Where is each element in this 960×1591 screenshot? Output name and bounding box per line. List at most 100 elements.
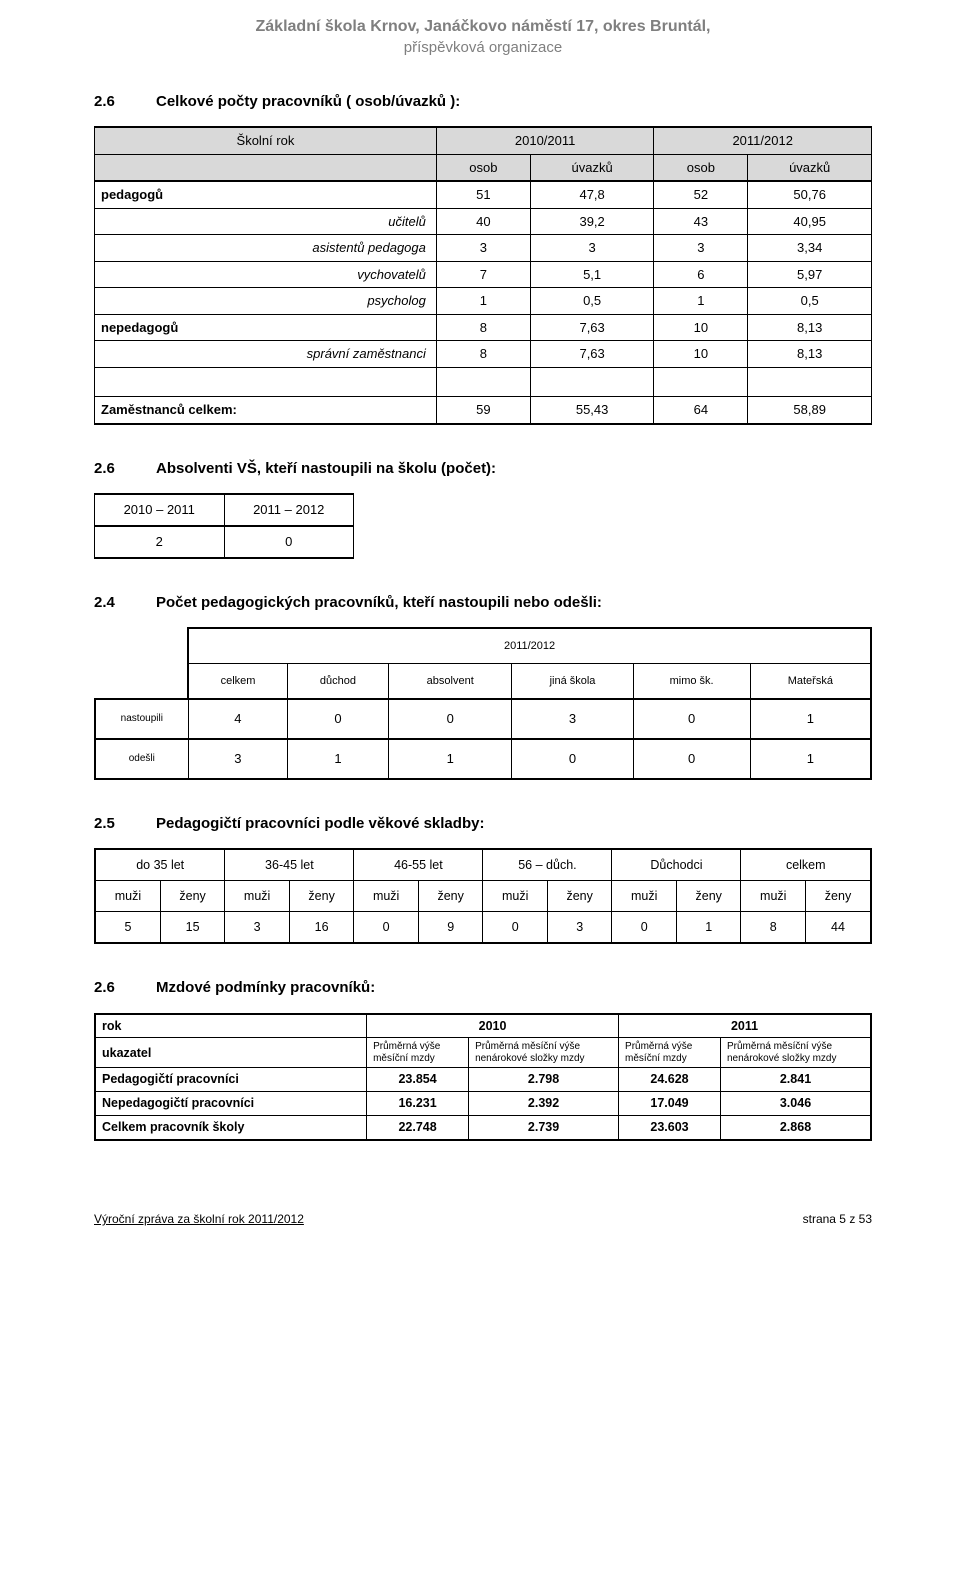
t3-col: jiná škola bbox=[512, 664, 633, 700]
t1-cell: 7,63 bbox=[530, 341, 654, 368]
t5-cell: 2.739 bbox=[469, 1116, 619, 1140]
t1-cell bbox=[654, 368, 748, 397]
t1-row-label: správní zaměstnanci bbox=[95, 341, 437, 368]
t4-val: 3 bbox=[225, 912, 290, 944]
table-wages: rok 2010 2011 ukazatel Průměrná výše měs… bbox=[94, 1013, 872, 1142]
t4-group: 36-45 let bbox=[225, 849, 354, 881]
t5-cell: 2.392 bbox=[469, 1092, 619, 1116]
t1-cell: 3 bbox=[530, 235, 654, 262]
table-join-leave: 2011/2012 celkem důchod absolvent jiná š… bbox=[94, 627, 872, 780]
t3-row-label: odešli bbox=[95, 739, 188, 779]
sec-title: Mzdové podmínky pracovníků: bbox=[156, 978, 375, 998]
t1-row-label: psycholog bbox=[95, 288, 437, 315]
t1-cell: 43 bbox=[654, 208, 748, 235]
t1-cell: 39,2 bbox=[530, 208, 654, 235]
t1-cell: 0,5 bbox=[530, 288, 654, 315]
t1-cell: 8,13 bbox=[748, 314, 872, 341]
t4-group: Důchodci bbox=[612, 849, 741, 881]
t1-cell: 40 bbox=[436, 208, 530, 235]
t1-cell bbox=[748, 368, 872, 397]
t5-cell: 22.748 bbox=[367, 1116, 469, 1140]
t1-cell: 10 bbox=[654, 341, 748, 368]
t1-blank bbox=[95, 154, 437, 181]
t4-val: 15 bbox=[160, 912, 225, 944]
sec-title: Absolventi VŠ, kteří nastoupili na školu… bbox=[156, 459, 496, 479]
t4-group: 46-55 let bbox=[354, 849, 483, 881]
t3-year: 2011/2012 bbox=[188, 628, 871, 664]
t1-cell: 64 bbox=[654, 397, 748, 424]
t1-row-label bbox=[95, 368, 437, 397]
t1-cell: 59 bbox=[436, 397, 530, 424]
t1-cell: 55,43 bbox=[530, 397, 654, 424]
table-graduates: 2010 – 2011 2011 – 2012 2 0 bbox=[94, 493, 354, 559]
t3-cell: 0 bbox=[512, 739, 633, 779]
t1-sub-osob: osob bbox=[654, 154, 748, 181]
t1-cell: 8 bbox=[436, 314, 530, 341]
t3-cell: 0 bbox=[288, 699, 389, 739]
t1-cell: 3 bbox=[654, 235, 748, 262]
t1-col-year1: 2010/2011 bbox=[436, 127, 654, 154]
t1-cell: 1 bbox=[436, 288, 530, 315]
t5-y1: 2010 bbox=[367, 1014, 619, 1038]
footer-right: strana 5 z 53 bbox=[803, 1211, 872, 1227]
t4-val: 9 bbox=[418, 912, 483, 944]
t3-cell: 0 bbox=[388, 699, 512, 739]
t2-h2: 2011 – 2012 bbox=[224, 494, 354, 526]
t4-sub: muži bbox=[95, 881, 160, 912]
t5-sub: Průměrná měsíční výše nenárokové složky … bbox=[469, 1038, 619, 1068]
t1-row-label: pedagogů bbox=[95, 181, 437, 208]
t5-sub: Průměrná měsíční výše nenárokové složky … bbox=[721, 1038, 872, 1068]
t5-row-label: Celkem pracovník školy bbox=[95, 1116, 367, 1140]
t5-row-label: Nepedagogičtí pracovníci bbox=[95, 1092, 367, 1116]
t4-sub: muži bbox=[483, 881, 548, 912]
t1-cell bbox=[530, 368, 654, 397]
t3-col: mimo šk. bbox=[633, 664, 750, 700]
t3-cell: 1 bbox=[750, 739, 871, 779]
t2-v1: 2 bbox=[95, 526, 225, 558]
sec-num: 2.4 bbox=[94, 593, 126, 613]
t3-row-label: nastoupili bbox=[95, 699, 188, 739]
t1-sub-uvazku: úvazků bbox=[748, 154, 872, 181]
t1-cell: 7,63 bbox=[530, 314, 654, 341]
t1-cell: 47,8 bbox=[530, 181, 654, 208]
t4-val: 0 bbox=[354, 912, 419, 944]
t4-val: 8 bbox=[741, 912, 806, 944]
t5-cell: 17.049 bbox=[619, 1092, 721, 1116]
t1-cell: 51 bbox=[436, 181, 530, 208]
t1-cell: 8 bbox=[436, 341, 530, 368]
footer-left: Výroční zpráva za školní rok 2011/2012 bbox=[94, 1211, 304, 1227]
t4-sub: muži bbox=[612, 881, 677, 912]
t1-cell: 5,1 bbox=[530, 261, 654, 288]
t1-row-label: Zaměstnanců celkem: bbox=[95, 397, 437, 424]
sec-num: 2.6 bbox=[94, 459, 126, 479]
t5-cell: 2.798 bbox=[469, 1068, 619, 1092]
t5-cell: 2.841 bbox=[721, 1068, 872, 1092]
t1-cell: 52 bbox=[654, 181, 748, 208]
t1-cell: 1 bbox=[654, 288, 748, 315]
t1-cell: 40,95 bbox=[748, 208, 872, 235]
t5-cell: 16.231 bbox=[367, 1092, 469, 1116]
t3-cell: 0 bbox=[633, 739, 750, 779]
t4-val: 44 bbox=[806, 912, 872, 944]
t1-row-label: učitelů bbox=[95, 208, 437, 235]
t4-sub: ženy bbox=[160, 881, 225, 912]
t1-cell: 50,76 bbox=[748, 181, 872, 208]
t5-cell: 24.628 bbox=[619, 1068, 721, 1092]
sec-title: Počet pedagogických pracovníků, kteří na… bbox=[156, 593, 602, 613]
t4-val: 16 bbox=[289, 912, 354, 944]
t4-val: 0 bbox=[612, 912, 677, 944]
t1-cell: 0,5 bbox=[748, 288, 872, 315]
header-line2: příspěvková organizace bbox=[94, 38, 872, 58]
t2-h1: 2010 – 2011 bbox=[95, 494, 225, 526]
sec-26b: 2.6 Absolventi VŠ, kteří nastoupili na š… bbox=[94, 459, 872, 479]
t1-sub-osob: osob bbox=[436, 154, 530, 181]
t3-cell: 1 bbox=[388, 739, 512, 779]
t1-row-label: Školní rok bbox=[95, 127, 437, 154]
sec-title: Celkové počty pracovníků ( osob/úvazků )… bbox=[156, 92, 460, 112]
t3-cell: 4 bbox=[188, 699, 287, 739]
t3-col: důchod bbox=[288, 664, 389, 700]
t3-cell: 3 bbox=[188, 739, 287, 779]
t3-cell: 1 bbox=[288, 739, 389, 779]
sec-25: 2.5 Pedagogičtí pracovníci podle věkové … bbox=[94, 814, 872, 834]
sec-26a: 2.6 Celkové počty pracovníků ( osob/úvaz… bbox=[94, 92, 872, 112]
